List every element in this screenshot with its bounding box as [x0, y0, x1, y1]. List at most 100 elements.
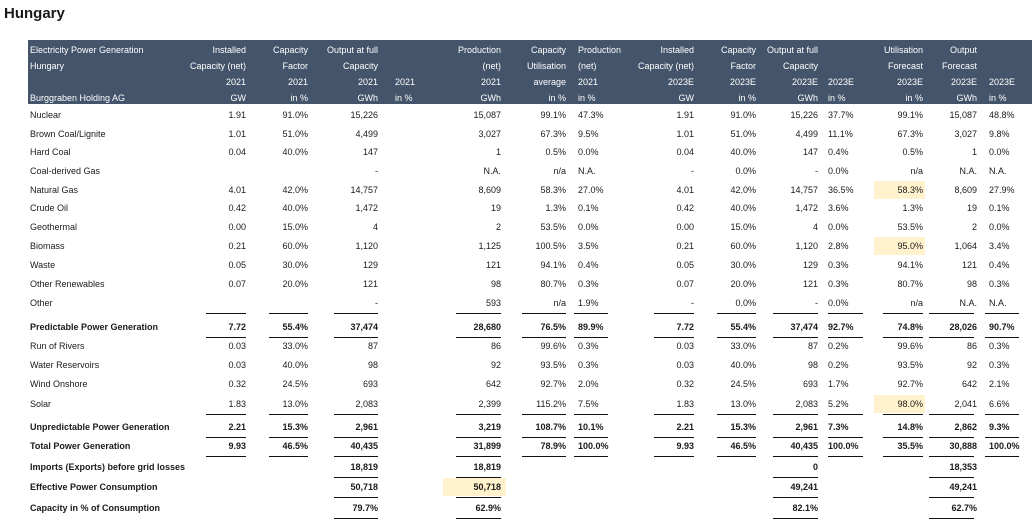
table-cell[interactable]: - [691, 166, 694, 176]
table-cell[interactable]: 20.0% [282, 279, 308, 289]
table-cell[interactable]: 18,819 [473, 462, 501, 472]
table-cell[interactable]: 100.0% [578, 441, 609, 451]
table-cell[interactable]: 2,083 [355, 399, 378, 409]
table-cell[interactable]: 6.6% [989, 399, 1010, 409]
table-cell[interactable]: 2.1% [989, 379, 1010, 389]
table-cell[interactable]: 62.7% [951, 503, 977, 513]
table-cell[interactable]: 58.3% [897, 185, 923, 195]
table-cell[interactable]: 98.0% [897, 399, 923, 409]
table-cell[interactable]: 5.2% [828, 399, 849, 409]
table-cell[interactable]: 82.1% [792, 503, 818, 513]
table-cell[interactable]: 30.0% [730, 260, 756, 270]
table-cell[interactable]: 90.7% [989, 322, 1015, 332]
table-cell[interactable]: 2.21 [676, 422, 694, 432]
table-cell[interactable]: 693 [802, 379, 818, 389]
table-cell[interactable]: 100.5% [535, 241, 566, 251]
table-cell[interactable]: 15,087 [949, 110, 977, 120]
table-cell[interactable]: 99.6% [897, 341, 923, 351]
table-cell[interactable]: 93.5% [540, 360, 566, 370]
table-cell[interactable]: 4,499 [795, 129, 818, 139]
table-cell[interactable]: - [375, 166, 378, 176]
table-cell[interactable]: 92.7% [540, 379, 566, 389]
table-cell[interactable]: 86 [490, 341, 501, 351]
table-cell[interactable]: 51.0% [282, 129, 308, 139]
table-cell[interactable]: 0.3% [578, 279, 599, 289]
table-cell[interactable]: 7.72 [228, 322, 246, 332]
table-cell[interactable]: 4,499 [355, 129, 378, 139]
table-cell[interactable]: 1,472 [795, 203, 818, 213]
table-cell[interactable]: 0.0% [578, 222, 599, 232]
table-cell[interactable]: 1,472 [355, 203, 378, 213]
table-cell[interactable]: 3,027 [478, 129, 501, 139]
table-cell[interactable]: N.A. [959, 166, 977, 176]
table-cell[interactable]: 0.0% [828, 166, 849, 176]
table-cell[interactable]: 51.0% [730, 129, 756, 139]
table-cell[interactable]: 1.83 [228, 399, 246, 409]
table-cell[interactable]: 100.0% [989, 441, 1020, 451]
table-cell[interactable]: 30,888 [949, 441, 977, 451]
table-cell[interactable]: 0.42 [676, 203, 694, 213]
table-cell[interactable]: 40.0% [282, 203, 308, 213]
table-cell[interactable]: 2,961 [355, 422, 378, 432]
table-cell[interactable]: 9.93 [228, 441, 246, 451]
table-cell[interactable]: 46.5% [730, 441, 756, 451]
table-cell[interactable]: 67.3% [897, 129, 923, 139]
table-cell[interactable]: 0.1% [578, 203, 599, 213]
table-cell[interactable]: 24.5% [730, 379, 756, 389]
table-cell[interactable]: 92 [966, 360, 977, 370]
table-cell[interactable]: 80.7% [540, 279, 566, 289]
table-cell[interactable]: 49,241 [790, 482, 818, 492]
table-cell[interactable]: 115.2% [536, 399, 566, 409]
table-cell[interactable]: 0.0% [578, 147, 599, 157]
table-cell[interactable]: 0.07 [676, 279, 694, 289]
table-cell[interactable]: 0.0% [989, 147, 1010, 157]
table-cell[interactable]: 0.0% [828, 298, 849, 308]
table-cell[interactable]: 20.0% [730, 279, 756, 289]
table-cell[interactable]: 593 [485, 298, 501, 308]
table-cell[interactable]: 1.3% [545, 203, 566, 213]
table-cell[interactable]: 15,226 [790, 110, 818, 120]
table-cell[interactable]: 31,899 [473, 441, 501, 451]
table-cell[interactable]: 53.5% [897, 222, 923, 232]
table-cell[interactable]: 1,120 [795, 241, 818, 251]
table-cell[interactable]: 80.7% [897, 279, 923, 289]
table-cell[interactable]: n/a [910, 298, 923, 308]
table-cell[interactable]: 98 [490, 279, 501, 289]
table-cell[interactable]: 15,087 [473, 110, 501, 120]
table-cell[interactable]: 99.1% [540, 110, 566, 120]
table-cell[interactable]: 1 [971, 147, 977, 157]
table-cell[interactable]: 14,757 [350, 185, 378, 195]
table-cell[interactable]: 7.3% [828, 422, 849, 432]
table-cell[interactable]: 37,474 [350, 322, 378, 332]
table-cell[interactable]: 0.0% [735, 166, 756, 176]
table-cell[interactable]: 40.0% [730, 360, 756, 370]
table-cell[interactable]: 58.3% [540, 185, 566, 195]
table-cell[interactable]: 0.05 [676, 260, 694, 270]
table-cell[interactable]: 642 [961, 379, 977, 389]
table-cell[interactable]: 147 [362, 147, 378, 157]
table-cell[interactable]: 28,680 [473, 322, 501, 332]
table-cell[interactable]: 13.0% [282, 399, 308, 409]
table-cell[interactable]: 55.4% [282, 322, 308, 332]
table-cell[interactable]: 2.21 [228, 422, 246, 432]
table-cell[interactable]: 3.4% [989, 241, 1010, 251]
table-cell[interactable]: 7.72 [676, 322, 694, 332]
table-cell[interactable]: 4 [812, 222, 818, 232]
table-cell[interactable]: 15.0% [282, 222, 308, 232]
table-cell[interactable]: 0.05 [228, 260, 246, 270]
table-cell[interactable]: 1.9% [578, 298, 599, 308]
table-cell[interactable]: 11.1% [828, 129, 853, 139]
table-cell[interactable]: 0.21 [228, 241, 246, 251]
table-cell[interactable]: 42.0% [282, 185, 308, 195]
table-cell[interactable]: 50,718 [473, 482, 501, 492]
table-cell[interactable]: 40,435 [790, 441, 818, 451]
table-cell[interactable]: 9.3% [989, 422, 1010, 432]
table-cell[interactable]: n/a [553, 166, 566, 176]
table-cell[interactable]: 10.1% [578, 422, 604, 432]
table-cell[interactable]: 33.0% [282, 341, 308, 351]
table-cell[interactable]: N.A. [483, 166, 501, 176]
table-cell[interactable]: 27.9% [989, 185, 1015, 195]
table-cell[interactable]: 95.0% [897, 241, 923, 251]
table-cell[interactable]: 3,027 [954, 129, 977, 139]
table-cell[interactable]: 0.0% [735, 298, 756, 308]
